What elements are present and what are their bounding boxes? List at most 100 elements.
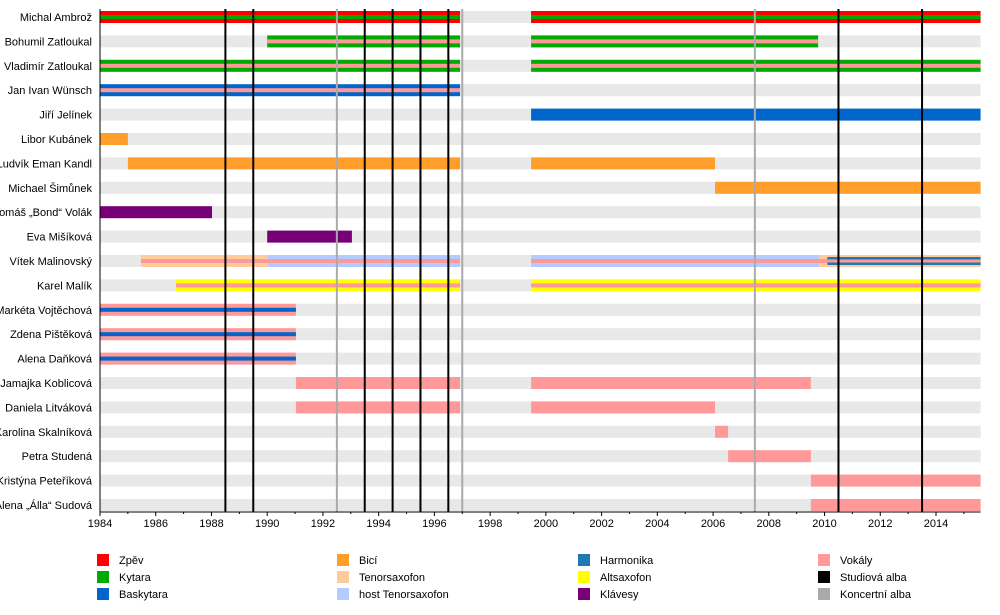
- row-stripe: [100, 499, 981, 511]
- legend-label-studio: Studiová alba: [840, 572, 908, 584]
- bar-vokaly: [827, 259, 981, 263]
- legend-swatch-tenorsax: [337, 571, 349, 583]
- member-name: Daniela Litváková: [5, 402, 93, 414]
- bar-vokaly: [267, 39, 461, 44]
- row-stripe: [100, 425, 981, 438]
- bar-bici: [127, 157, 461, 170]
- row-stripe: [100, 352, 981, 365]
- bar-vokaly: [176, 283, 461, 288]
- row-stripe: [100, 230, 981, 243]
- legend-swatch-koncert: [818, 588, 830, 600]
- bar-vokaly: [267, 259, 461, 263]
- legend-label-baskytara: Baskytara: [119, 589, 169, 601]
- x-tick-label: 1998: [478, 518, 502, 530]
- bar-vokaly: [715, 425, 729, 438]
- x-tick-label: 2012: [868, 518, 892, 530]
- member-name: Alena Daňková: [17, 354, 92, 366]
- legend-swatch-harmonika: [578, 554, 590, 566]
- row-stripe: [100, 474, 981, 487]
- member-name: Michael Šimůnek: [8, 182, 92, 195]
- bar-kytara: [100, 15, 461, 19]
- x-tick-label: 1996: [422, 518, 446, 530]
- member-name: Jan Ivan Wünsch: [8, 85, 92, 97]
- legend-label-bici: Bicí: [359, 555, 377, 567]
- bar-vokaly: [728, 450, 811, 463]
- x-tick-label: 1984: [88, 518, 112, 530]
- member-name: Alena „Álla“ Sudová: [0, 499, 93, 512]
- member-name: Michal Ambrož: [20, 12, 92, 24]
- legend-label-tenorsax: Tenorsaxofon: [359, 572, 425, 584]
- album-lines: [224, 9, 924, 512]
- bar-vokaly: [818, 259, 828, 263]
- legend-label-zpev: Zpěv: [119, 555, 144, 567]
- legend-swatch-bici: [337, 554, 349, 566]
- x-tick-label: 1988: [199, 518, 223, 530]
- bar-vokaly: [810, 474, 981, 487]
- row-stripe: [100, 450, 981, 463]
- member-name: Markéta Vojtěchová: [0, 305, 93, 317]
- member-name: Tomáš „Bond“ Volák: [0, 207, 92, 219]
- legend: Zpěv Kytara Baskytara Bicí Tenorsaxofon host …: [97, 554, 912, 601]
- member-name: Vítek Malinovský: [9, 256, 92, 268]
- legend-swatch-klavesy: [578, 588, 590, 600]
- member-name: Libor Kubánek: [21, 134, 92, 146]
- legend-swatch-kytara: [97, 571, 109, 583]
- x-tick-label: 1992: [311, 518, 335, 530]
- x-tick-label: 2008: [757, 518, 781, 530]
- legend-label-klavesy: Klávesy: [600, 589, 639, 601]
- bar-vokaly: [810, 499, 981, 511]
- bar-klavesy: [267, 230, 352, 243]
- legend-swatch-zpev: [97, 554, 109, 566]
- row-stripe: [100, 206, 981, 219]
- bar-klavesy: [100, 206, 213, 219]
- row-stripe: [100, 303, 981, 316]
- member-name: Bohumil Zatloukal: [5, 36, 92, 48]
- member-name: Karel Malík: [37, 280, 93, 292]
- x-tick-label: 2014: [924, 518, 948, 530]
- bar-baskytara: [100, 332, 296, 337]
- bar-baskytara: [100, 356, 296, 361]
- x-tick-label: 2006: [701, 518, 725, 530]
- bar-bici: [531, 157, 716, 170]
- member-name: Eva Mišíková: [27, 232, 93, 244]
- x-tick-label: 2010: [812, 518, 836, 530]
- legend-label-hosttenorsax: host Tenorsaxofon: [359, 589, 449, 601]
- bar-vokaly: [531, 259, 819, 263]
- legend-label-harmonika: Harmonika: [600, 555, 654, 567]
- bar-vokaly: [295, 401, 461, 414]
- bar-baskytara: [100, 307, 296, 312]
- legend-swatch-studio: [818, 571, 830, 583]
- member-name: Zdena Pištěková: [10, 329, 93, 341]
- bar-bici: [100, 133, 128, 145]
- row-stripe: [100, 328, 981, 341]
- bar-vokaly: [100, 63, 461, 68]
- member-name: Ludvík Eman Kandl: [0, 158, 92, 170]
- x-axis: 1984 1986 1988 1990 1992 1994 1996 1998 2000 2002…: [88, 9, 981, 530]
- legend-label-altsax: Altsaxofon: [600, 572, 651, 584]
- member-name: Kristýna Peteříková: [0, 476, 93, 488]
- bar-vokaly: [100, 88, 461, 93]
- bar-vokaly: [295, 377, 461, 389]
- x-tick-label: 1990: [255, 518, 279, 530]
- member-name: Jiří Jelínek: [39, 110, 92, 122]
- legend-swatch-hosttenorsax: [337, 588, 349, 600]
- legend-label-kytara: Kytara: [119, 572, 152, 584]
- x-tick-label: 2004: [645, 518, 669, 530]
- member-name: Karolina Skalníková: [0, 427, 93, 439]
- legend-label-vokaly: Vokály: [840, 555, 873, 567]
- legend-swatch-altsax: [578, 571, 590, 583]
- bar-vokaly: [140, 259, 268, 263]
- member-labels: Michal Ambrož Bohumil Zatloukal Vladimír Z…: [0, 12, 93, 512]
- bar-vokaly: [531, 401, 716, 414]
- legend-swatch-baskytara: [97, 588, 109, 600]
- x-tick-label: 1986: [143, 518, 167, 530]
- legend-label-koncert: Koncertní alba: [840, 589, 912, 601]
- bar-bici: [715, 181, 981, 194]
- legend-swatch-vokaly: [818, 554, 830, 566]
- x-tick-label: 2002: [589, 518, 613, 530]
- x-tick-label: 2000: [534, 518, 558, 530]
- member-name: Jamajka Koblicová: [0, 378, 93, 390]
- member-name: Vladimír Zatloukal: [4, 61, 92, 73]
- x-tick-label: 1994: [366, 518, 390, 530]
